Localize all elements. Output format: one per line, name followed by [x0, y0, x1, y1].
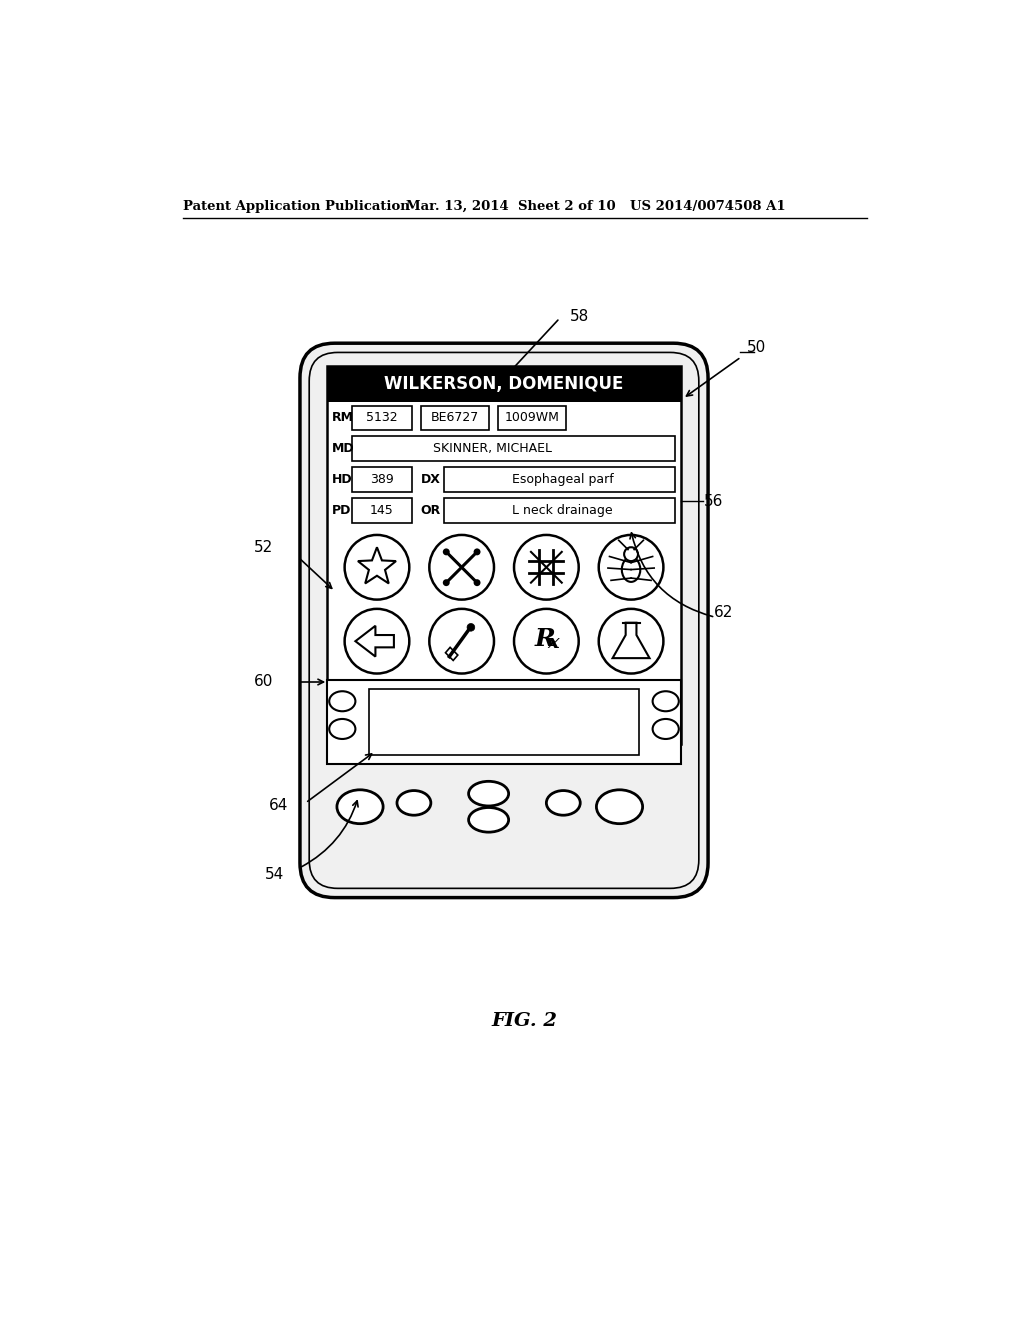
Ellipse shape: [596, 789, 643, 824]
Ellipse shape: [469, 808, 509, 832]
Text: PD: PD: [333, 504, 351, 517]
Bar: [351, 437, 675, 461]
Text: 50: 50: [746, 339, 766, 355]
Text: Mar. 13, 2014  Sheet 2 of 10: Mar. 13, 2014 Sheet 2 of 10: [407, 199, 615, 213]
Text: FIG. 2: FIG. 2: [492, 1012, 558, 1030]
Text: 145: 145: [370, 504, 393, 517]
Text: SKINNER, MICHAEL: SKINNER, MICHAEL: [433, 442, 552, 455]
Circle shape: [345, 535, 410, 599]
Text: BE6727: BE6727: [431, 412, 479, 425]
Circle shape: [345, 609, 410, 673]
Ellipse shape: [337, 789, 383, 824]
Text: 389: 389: [370, 473, 393, 486]
Bar: [444, 498, 675, 523]
Bar: [444, 467, 675, 492]
FancyBboxPatch shape: [309, 352, 698, 888]
Circle shape: [473, 579, 480, 586]
Ellipse shape: [469, 781, 509, 807]
Circle shape: [625, 548, 638, 561]
Circle shape: [599, 609, 664, 673]
Text: Esophageal parf: Esophageal parf: [512, 473, 613, 486]
Bar: [327, 367, 681, 743]
Circle shape: [514, 609, 579, 673]
Text: R: R: [535, 627, 555, 651]
Text: 52: 52: [254, 540, 273, 554]
Polygon shape: [358, 548, 396, 583]
Text: 54: 54: [265, 867, 285, 882]
Circle shape: [467, 623, 475, 631]
Bar: [327, 680, 681, 764]
Polygon shape: [445, 647, 458, 660]
Text: 5132: 5132: [366, 412, 397, 425]
Text: US 2014/0074508 A1: US 2014/0074508 A1: [630, 199, 785, 213]
Circle shape: [514, 535, 579, 599]
Text: 56: 56: [705, 494, 724, 508]
Bar: [351, 405, 412, 430]
Ellipse shape: [652, 719, 679, 739]
Text: WILKERSON, DOMENIQUE: WILKERSON, DOMENIQUE: [384, 375, 624, 393]
Circle shape: [442, 579, 450, 586]
Circle shape: [429, 535, 494, 599]
Text: DX: DX: [421, 473, 440, 486]
Circle shape: [473, 548, 480, 556]
Text: 60: 60: [254, 675, 273, 689]
Text: OR: OR: [421, 504, 441, 517]
Text: 58: 58: [569, 309, 589, 323]
Polygon shape: [612, 623, 649, 659]
Circle shape: [429, 609, 494, 673]
Bar: [498, 405, 565, 430]
Bar: [351, 498, 412, 523]
Text: x: x: [548, 635, 559, 652]
Bar: [421, 405, 488, 430]
Ellipse shape: [330, 692, 355, 711]
Ellipse shape: [547, 791, 581, 816]
Bar: [351, 467, 412, 492]
FancyBboxPatch shape: [300, 343, 708, 898]
Text: RM: RM: [333, 412, 354, 425]
Text: 64: 64: [269, 797, 289, 813]
Ellipse shape: [622, 557, 640, 582]
Circle shape: [599, 535, 664, 599]
Text: MD: MD: [333, 442, 355, 455]
Text: 62: 62: [714, 605, 733, 620]
Bar: [370, 689, 639, 755]
Ellipse shape: [330, 719, 355, 739]
Ellipse shape: [397, 791, 431, 816]
Polygon shape: [355, 626, 394, 656]
Circle shape: [442, 548, 450, 556]
Text: 1009WM: 1009WM: [504, 412, 559, 425]
Text: Patent Application Publication: Patent Application Publication: [183, 199, 410, 213]
Text: HD: HD: [333, 473, 353, 486]
Bar: [327, 367, 681, 401]
Ellipse shape: [652, 692, 679, 711]
Text: L neck drainage: L neck drainage: [512, 504, 612, 517]
